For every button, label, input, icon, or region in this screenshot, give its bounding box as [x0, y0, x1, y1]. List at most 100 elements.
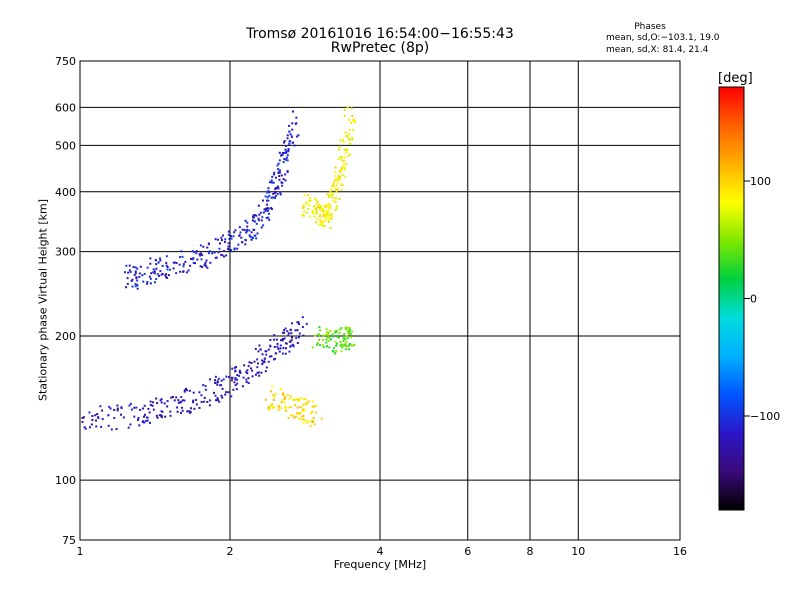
data-point — [281, 352, 284, 355]
data-point — [192, 401, 195, 404]
data-point — [227, 233, 230, 236]
data-point — [145, 416, 148, 419]
data-point — [182, 263, 185, 266]
data-point — [185, 387, 188, 390]
data-point — [287, 150, 290, 153]
data-point — [329, 329, 332, 332]
data-point — [192, 257, 195, 260]
data-point — [335, 184, 338, 187]
data-point — [96, 413, 99, 416]
data-point — [143, 421, 146, 424]
data-point — [290, 332, 293, 335]
data-point — [316, 206, 319, 209]
data-point — [225, 375, 228, 378]
data-point — [345, 151, 348, 154]
data-point — [325, 211, 328, 214]
data-point — [129, 270, 132, 273]
data-point — [234, 229, 237, 232]
data-point — [345, 348, 348, 351]
data-point — [318, 203, 321, 206]
data-point — [195, 403, 198, 406]
data-point — [302, 418, 305, 421]
data-point — [245, 370, 248, 373]
data-point — [287, 332, 290, 335]
data-point — [272, 192, 275, 195]
data-point — [160, 416, 163, 419]
data-point — [224, 393, 227, 396]
data-point — [128, 269, 131, 272]
data-point — [286, 154, 289, 157]
data-point — [304, 419, 307, 422]
data-point — [250, 361, 253, 364]
data-point — [216, 383, 219, 386]
y-tick-label: 75 — [62, 534, 76, 547]
data-point — [223, 255, 226, 258]
data-point — [271, 403, 274, 406]
data-point — [239, 231, 242, 234]
data-point — [141, 407, 144, 410]
x-tick-label: 6 — [464, 545, 471, 558]
data-point — [225, 391, 228, 394]
data-point — [204, 261, 207, 264]
data-point — [107, 414, 110, 417]
data-point — [147, 407, 150, 410]
data-point — [302, 408, 305, 411]
data-point — [136, 287, 139, 290]
data-point — [146, 282, 149, 285]
data-point — [120, 413, 123, 416]
chart-subtitle: RwPretec (8p) — [330, 40, 430, 56]
data-point — [279, 388, 282, 391]
data-point — [205, 265, 208, 268]
data-point — [163, 402, 166, 405]
data-point — [191, 258, 194, 261]
data-point — [216, 238, 219, 241]
data-point — [322, 215, 325, 218]
data-point — [281, 400, 284, 403]
data-point — [232, 235, 235, 238]
data-point — [345, 162, 348, 165]
data-point — [280, 407, 283, 410]
data-point — [295, 398, 298, 401]
data-point — [264, 207, 267, 210]
data-points — [81, 106, 357, 431]
data-point — [127, 271, 130, 274]
data-point — [179, 256, 182, 259]
data-point — [195, 398, 198, 401]
data-point — [341, 346, 344, 349]
data-point — [298, 332, 301, 335]
data-point — [208, 404, 211, 407]
data-point — [331, 213, 334, 216]
data-point — [345, 335, 348, 338]
data-point — [283, 396, 286, 399]
data-point — [321, 209, 324, 212]
data-point — [304, 402, 307, 405]
data-point — [302, 206, 305, 209]
y-tick-label: 300 — [55, 246, 76, 259]
data-point — [338, 170, 341, 173]
data-point — [214, 238, 217, 241]
data-point — [298, 323, 301, 326]
data-point — [160, 398, 163, 401]
data-point — [278, 178, 281, 181]
data-point — [246, 372, 249, 375]
data-point — [234, 378, 237, 381]
data-point — [261, 216, 264, 219]
y-tick-label: 200 — [55, 330, 76, 343]
data-point — [88, 426, 91, 429]
data-point — [322, 346, 325, 349]
data-point — [311, 410, 314, 413]
data-point — [127, 426, 130, 429]
data-point — [252, 216, 255, 219]
x-tick-label: 2 — [227, 545, 234, 558]
data-point — [303, 194, 306, 197]
data-point — [339, 170, 342, 173]
data-point — [260, 226, 263, 229]
data-point — [326, 213, 329, 216]
data-point — [331, 194, 334, 197]
data-point — [327, 196, 330, 199]
data-point — [285, 145, 288, 148]
data-point — [169, 268, 172, 271]
data-point — [81, 421, 84, 424]
data-point — [180, 396, 183, 399]
y-tick-label: 100 — [55, 474, 76, 487]
